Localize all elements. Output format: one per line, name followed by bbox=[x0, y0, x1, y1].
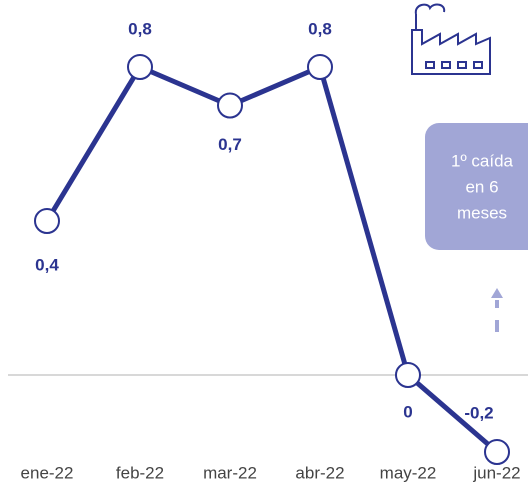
data-label: 0 bbox=[403, 402, 412, 421]
annotation-box bbox=[425, 123, 528, 250]
x-tick-label: mar-22 bbox=[203, 463, 257, 482]
point bbox=[307, 54, 333, 80]
x-tick-label: jun-22 bbox=[472, 463, 520, 482]
point bbox=[34, 208, 60, 234]
point bbox=[127, 54, 153, 80]
factory-icon bbox=[411, 3, 491, 75]
point bbox=[395, 362, 421, 388]
point bbox=[484, 439, 510, 465]
x-tick-label: may-22 bbox=[380, 463, 437, 482]
data-label: 0,8 bbox=[308, 19, 332, 38]
x-tick-label: abr-22 bbox=[295, 463, 344, 482]
point bbox=[217, 92, 243, 119]
annotation-text: 1º caída bbox=[451, 151, 514, 170]
data-label: 0,7 bbox=[218, 135, 242, 154]
line bbox=[44, 64, 499, 454]
data-label: -0,2 bbox=[464, 403, 493, 422]
annotation-text: en 6 bbox=[465, 177, 498, 196]
data-label: 0,4 bbox=[35, 255, 59, 274]
arrow bbox=[491, 288, 503, 332]
x-tick-label: feb-22 bbox=[116, 463, 164, 482]
annotation-text: meses bbox=[457, 203, 507, 222]
x-tick-label: ene-22 bbox=[21, 463, 74, 482]
data-label: 0,8 bbox=[128, 19, 152, 38]
